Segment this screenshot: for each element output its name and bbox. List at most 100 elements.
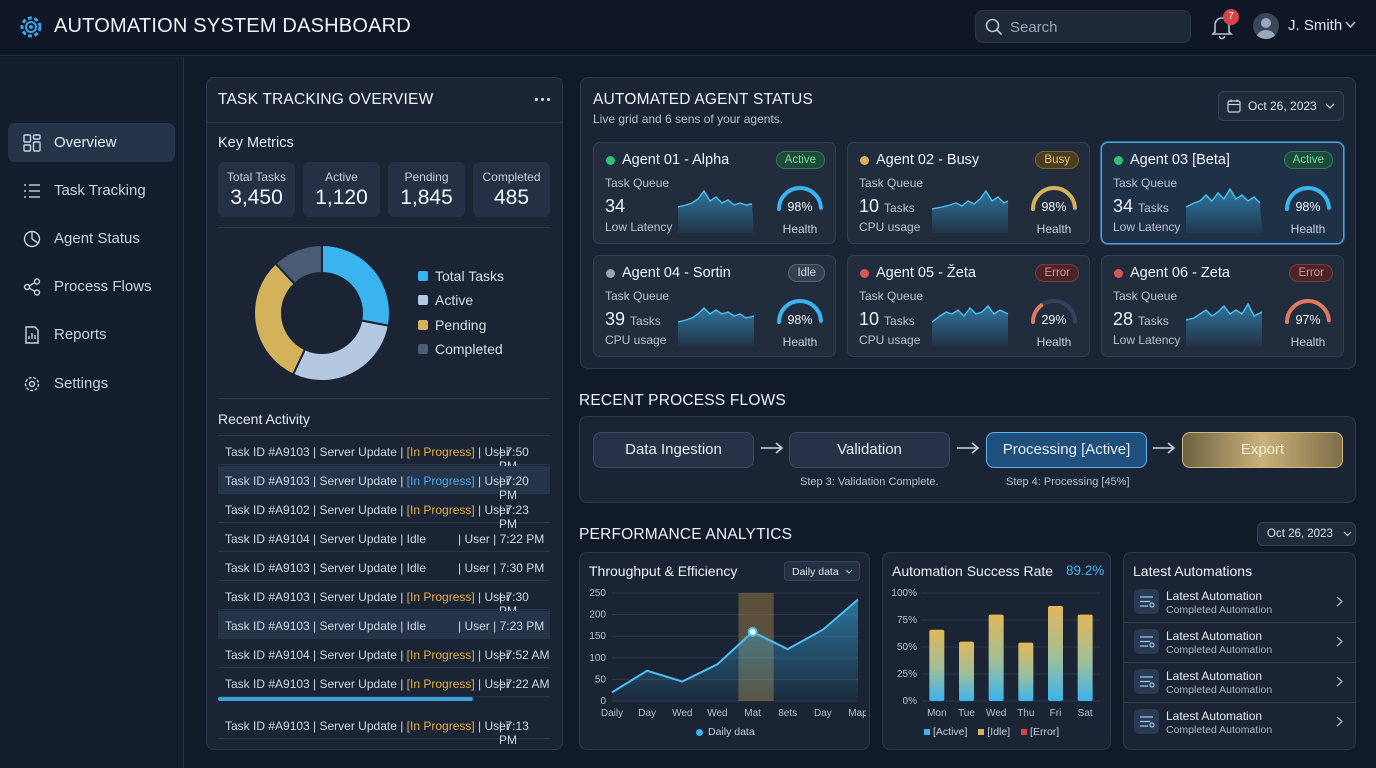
health-gauge: [777, 186, 823, 211]
performance-date-picker[interactable]: Oct 26, 2023: [1257, 522, 1356, 546]
sparkline: [1186, 187, 1262, 233]
agent-name: Agent 01 - Alpha: [622, 152, 730, 168]
activity-text: Task ID #A9104 | Server Update | [In Pro…: [225, 648, 510, 662]
task-queue-label: Task Queue: [605, 176, 670, 190]
sidebar-item-agent-status[interactable]: Agent Status: [8, 219, 175, 258]
activity-scrollbar[interactable]: [218, 697, 473, 701]
sidebar-item-task-tracking[interactable]: Task Tracking: [8, 171, 175, 210]
health-gauge: [1285, 299, 1331, 324]
activity-time: | 7:23 PM: [499, 503, 529, 531]
health-value: 98%: [1041, 200, 1067, 214]
search-input[interactable]: [1010, 17, 1180, 37]
task-queue-value: 39 Tasks: [605, 309, 661, 329]
x-tick-label: Day: [814, 708, 832, 719]
sidebar-item-process-flows[interactable]: Process Flows: [8, 267, 175, 306]
bar: [988, 614, 1004, 701]
metric-completed: Completed 485: [473, 162, 550, 217]
agent-card[interactable]: Agent 02 - Busy Busy Task Queue 10 Tasks CPU…: [847, 142, 1090, 244]
activity-row[interactable]: Task ID #A9103 | Server Update | [In Pro…: [218, 711, 550, 747]
y-tick-label: 50%: [897, 642, 917, 653]
y-tick-label: 200: [589, 610, 606, 621]
health-value: 97%: [1295, 313, 1321, 327]
y-tick-label: 25%: [897, 669, 917, 680]
agent-name: Agent 05 - Žeta: [876, 265, 976, 281]
agent-card[interactable]: Agent 05 - Žeta Error Task Queue 10 Tasks CP…: [847, 255, 1090, 357]
sidebar-item-settings[interactable]: Settings: [8, 364, 175, 403]
legend-active: Active: [418, 292, 473, 308]
automation-icon: [1134, 709, 1159, 734]
avatar[interactable]: [1253, 13, 1279, 39]
arrow-right-icon: [957, 442, 980, 454]
series-line: [611, 598, 859, 694]
latest-automation-item[interactable]: Latest Automation Completed Automation: [1124, 703, 1355, 743]
automation-title: Latest Automation: [1166, 709, 1263, 723]
activity-row[interactable]: Task ID #A9103 | Server Update | Idle | U…: [218, 553, 550, 581]
more-icon[interactable]: [534, 97, 551, 102]
x-tick-label: Wed: [707, 708, 727, 719]
health-label: Health: [782, 335, 818, 349]
activity-row[interactable]: Task ID #A9104 | Server Update | Idle | U…: [218, 524, 550, 552]
status-badge: Active: [1283, 151, 1333, 169]
activity-text: Task ID #A9103 | Server Update | [In Pro…: [225, 590, 510, 604]
arrow-right-icon: [761, 442, 784, 454]
search-box[interactable]: [975, 10, 1191, 43]
y-tick-label: 75%: [897, 615, 917, 626]
throughput-range-select[interactable]: Daily data: [784, 561, 860, 581]
activity-row[interactable]: Task ID #A9103 | Server Update | [In Pro…: [218, 669, 550, 697]
agent-name: Agent 03 [Beta]: [1130, 152, 1230, 168]
calendar-icon: [1227, 99, 1241, 113]
agent-date-picker[interactable]: Oct 26, 2023: [1218, 91, 1344, 121]
app-title: AUTOMATION SYSTEM DASHBOARD: [54, 15, 411, 37]
latest-automation-item[interactable]: Latest Automation Completed Automation: [1124, 663, 1355, 703]
agent-card[interactable]: Agent 01 - Alpha Active Task Queue 34 Low La…: [593, 142, 836, 244]
sidebar-item-reports[interactable]: Reports: [8, 315, 175, 354]
flow-step-export[interactable]: Export: [1182, 432, 1343, 468]
activity-time: | 7:20 PM: [499, 474, 529, 502]
agent-card[interactable]: Agent 04 - Sortin Idle Task Queue 39 Tasks C…: [593, 255, 836, 357]
sparkline: [932, 189, 1009, 233]
task-queue-label: Task Queue: [859, 289, 924, 303]
agent-card[interactable]: Agent 03 [Beta] Active Task Queue 34 Tasks L…: [1101, 142, 1344, 244]
agent-card[interactable]: Agent 06 - Zeta Error Task Queue 28 Tasks Lo…: [1101, 255, 1344, 357]
activity-row[interactable]: Task ID #A9103 | Server Update | [In Pro…: [218, 582, 550, 618]
success-legend: [Active] [Idle] [Error]: [924, 726, 1059, 738]
flow-step-data-ingestion[interactable]: Data Ingestion: [593, 432, 754, 468]
automation-subtitle: Completed Automation: [1166, 724, 1273, 736]
latest-automation-item[interactable]: Latest Automation Completed Automation: [1124, 623, 1355, 663]
sparkline: [932, 304, 1009, 346]
health-gauge: [777, 299, 823, 324]
automation-icon: [1134, 629, 1159, 654]
activity-row[interactable]: Task ID #A9102 | Server Update | [In Pro…: [218, 495, 550, 531]
flow-step-validation[interactable]: Validation: [789, 432, 950, 468]
divider: [218, 435, 550, 436]
metric-total-tasks: Total Tasks 3,450: [218, 162, 295, 217]
activity-row[interactable]: Task ID #A9103 | Server Update | [In Pro…: [218, 437, 550, 473]
health-label: Health: [1036, 335, 1072, 349]
status-badge: Busy: [1035, 151, 1079, 169]
x-tick-label: Sat: [1078, 708, 1093, 719]
chevron-right-icon: [1336, 636, 1343, 647]
user-name[interactable]: J. Smith: [1288, 17, 1343, 34]
latest-automation-item[interactable]: Latest Automation Completed Automation: [1124, 583, 1355, 623]
recent-activity-label: Recent Activity: [218, 411, 310, 427]
chevron-down-icon[interactable]: [1345, 21, 1356, 29]
divider: [207, 122, 562, 123]
health-gauge: [1285, 186, 1331, 211]
sidebar-item-overview[interactable]: Overview: [8, 123, 175, 162]
activity-time: | User | 7:30 PM: [458, 561, 545, 575]
activity-time: | User | 7:23 PM: [458, 619, 545, 633]
activity-row[interactable]: Task ID #A9103 | Server Update | Idle | U…: [218, 611, 550, 639]
bar: [1048, 605, 1063, 701]
x-tick-label: Mon: [927, 708, 946, 719]
flow-step-processing[interactable]: Processing [Active]: [986, 432, 1147, 468]
health-value: 29%: [1041, 313, 1067, 327]
activity-row[interactable]: Task ID #A9104 | Server Update | [In Pro…: [218, 640, 550, 668]
key-metrics-label: Key Metrics: [218, 135, 294, 151]
activity-row[interactable]: Task ID #A9103 | Server Update | [In Pro…: [218, 466, 550, 502]
task-queue-label: Task Queue: [605, 289, 670, 303]
health-label: Health: [782, 222, 818, 236]
agent-metric-label: CPU usage: [605, 333, 667, 347]
automation-icon: [1134, 669, 1159, 694]
x-tick-label: 8ets: [778, 708, 797, 719]
sparkline: [678, 307, 755, 346]
